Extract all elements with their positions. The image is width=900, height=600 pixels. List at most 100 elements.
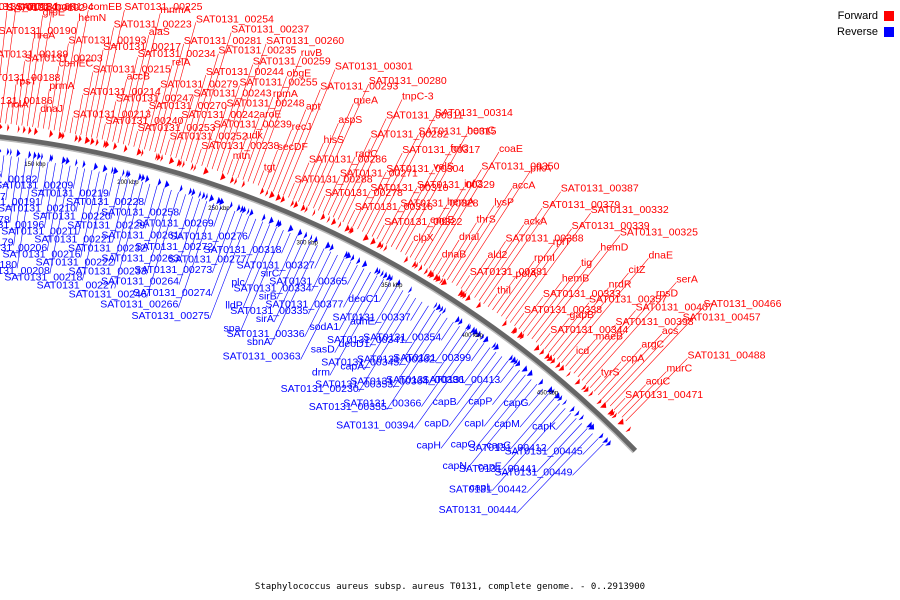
leader-line	[144, 185, 158, 229]
forward-gene-label: thrS	[477, 214, 496, 226]
leader-line	[37, 111, 41, 128]
leader-line	[392, 313, 442, 388]
leader-line	[237, 117, 260, 179]
reverse-gene-label: SAT0131_00355	[309, 401, 387, 413]
forward-feature	[617, 418, 624, 425]
leader-line	[378, 282, 391, 303]
forward-gene-label: SAT0131_00317	[402, 144, 480, 156]
forward-gene-label: SAT0131_00293	[320, 81, 398, 93]
leader-line	[410, 301, 423, 321]
leader-line	[451, 188, 513, 283]
leader-line	[110, 176, 122, 220]
forward-gene-label: lysP	[494, 196, 514, 208]
reverse-gene-label: SAT0131_00362	[357, 354, 435, 366]
reverse-gene-label: SAT0131_00269	[136, 218, 214, 230]
forward-gene-label: SAT0131_00225	[124, 1, 202, 13]
forward-gene-label: clpX	[413, 232, 433, 244]
leader-line	[531, 250, 601, 340]
leader-line	[5, 107, 8, 124]
forward-gene-label: grpE	[43, 6, 65, 18]
forward-feature	[362, 233, 369, 241]
leader-line	[69, 117, 74, 134]
forward-gene-label: comEB	[88, 1, 122, 13]
forward-feature	[413, 261, 418, 269]
leader-line	[573, 324, 616, 374]
leader-line	[317, 195, 326, 211]
reverse-gene-label: SAT0131_00209	[0, 180, 73, 192]
leader-line	[404, 305, 429, 344]
forward-gene-label: SAT0131_00203	[25, 52, 103, 64]
forward-gene-label: SAT0131_00286	[309, 154, 387, 166]
leader-line	[213, 205, 222, 227]
forward-gene-label: SAT0131_00235	[218, 45, 296, 57]
reverse-gene-label: SAT0131_00327	[237, 259, 315, 271]
reverse-feature	[407, 286, 412, 294]
leader-line	[478, 207, 543, 301]
reverse-gene-label: SAT0131_00399	[393, 352, 471, 364]
leader-line	[146, 189, 172, 275]
forward-feature	[178, 159, 182, 168]
leader-line	[262, 149, 278, 188]
forward-gene-label: SAT0131_00214	[83, 86, 161, 98]
forward-feature	[229, 176, 234, 184]
leader-line	[463, 347, 491, 384]
reverse-feature	[510, 356, 516, 363]
forward-feature	[102, 139, 107, 148]
reverse-feature	[578, 414, 584, 421]
forward-gene-label: ackA	[524, 216, 547, 228]
forward-feature	[320, 212, 326, 221]
reverse-feature	[373, 266, 379, 274]
forward-feature	[501, 319, 507, 327]
forward-feature	[411, 260, 416, 268]
leader-line	[544, 317, 570, 350]
forward-gene-label: coaE	[499, 143, 523, 155]
forward-gene-label: SAT0131_00248	[227, 98, 305, 110]
reverse-feature	[512, 358, 518, 365]
reverse-gene-label: SAT0131_00177	[0, 191, 6, 203]
reverse-feature	[188, 187, 192, 196]
forward-gene-label: maeB	[596, 330, 623, 342]
leader-line	[122, 35, 150, 145]
reverse-gene-label: SAT0131_00182	[0, 173, 38, 185]
forward-gene-label: SAT0131_00379	[542, 199, 620, 211]
reverse-gene-label: SAT0131_00228	[66, 196, 144, 208]
forward-gene-label: nrdR	[609, 279, 632, 291]
forward-gene-label: SAT0131_00457	[683, 311, 761, 323]
reverse-feature	[313, 236, 318, 244]
leader-line	[154, 43, 185, 153]
leader-line	[364, 293, 410, 370]
leader-line	[242, 96, 274, 180]
leader-line	[621, 371, 667, 418]
forward-gene-label: icd	[576, 345, 590, 357]
leader-line	[581, 296, 657, 381]
reverse-gene-label: capM	[494, 418, 520, 430]
leader-line	[191, 32, 232, 163]
reverse-feature	[605, 440, 611, 446]
reverse-gene-label: lldP	[225, 299, 243, 311]
reverse-feature	[125, 169, 129, 178]
forward-gene-label: relA	[172, 57, 191, 69]
leader-line	[113, 180, 136, 266]
reverse-gene-label: SAT0131_00441	[459, 463, 537, 475]
leader-line	[273, 109, 307, 192]
forward-gene-label: SAT0131_00192	[7, 2, 85, 14]
leader-line	[308, 103, 354, 207]
leader-line	[527, 265, 582, 336]
leader-line	[298, 142, 324, 202]
leader-line	[572, 443, 604, 476]
leader-line	[589, 375, 602, 388]
leader-line	[279, 235, 298, 277]
reverse-gene-label: SAT0131_00196	[0, 219, 44, 231]
leader-line	[0, 9, 16, 123]
reverse-feature	[438, 305, 444, 313]
forward-gene-label: SAT0131_00282	[371, 129, 449, 141]
forward-gene-label: SAT0131_00387	[561, 183, 639, 195]
reverse-feature	[469, 326, 475, 334]
reverse-gene-label: SAT0131_00449	[494, 466, 572, 478]
forward-gene-label: SAT0131_00234	[138, 48, 216, 60]
leader-line	[222, 43, 267, 173]
reverse-gene-label: SAT0131_00377	[265, 298, 343, 310]
leader-line	[143, 183, 151, 206]
reverse-gene-label: SAT0131_00318	[203, 244, 281, 256]
